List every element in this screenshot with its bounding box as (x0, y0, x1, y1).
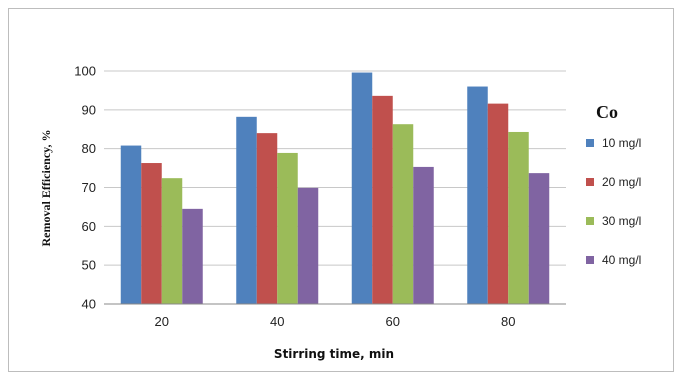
y-tick-label: 60 (82, 219, 96, 234)
bar-10-mg-l-40 (236, 116, 257, 304)
y-tick-label: 70 (82, 180, 96, 195)
bar-30-mg-l-40 (277, 152, 298, 304)
bar-20-mg-l-60 (372, 95, 393, 304)
chart-frame (8, 8, 674, 372)
legend: 10 mg/l 20 mg/l 30 mg/l 40 mg/l (586, 136, 641, 267)
y-tick-label: 80 (82, 141, 96, 156)
x-axis-title: Stirring time, min (274, 347, 394, 361)
bar-30-mg-l-80 (508, 131, 529, 304)
bar-40-mg-l-60 (413, 166, 434, 304)
bar-20-mg-l-20 (141, 163, 162, 304)
legend-label: 20 mg/l (602, 175, 641, 189)
y-tick-label: 90 (82, 102, 96, 117)
y-tick-label: 100 (74, 64, 96, 79)
legend-swatch (586, 178, 594, 186)
x-tick-label: 40 (270, 314, 284, 329)
legend-label: 30 mg/l (602, 214, 641, 228)
bar-20-mg-l-40 (256, 133, 278, 304)
legend-label: 40 mg/l (602, 253, 641, 267)
legend-title: Co (596, 102, 618, 122)
legend-swatch (586, 256, 594, 264)
x-tick-label: 20 (155, 314, 169, 329)
y-axis-title: Removal Efficiency, % (39, 130, 53, 247)
x-tick-label: 80 (501, 314, 515, 329)
y-tick-labels: 40 50 60 70 80 90 100 (74, 64, 96, 312)
x-tick-label: 60 (386, 314, 400, 329)
bar-40-mg-l-40 (297, 187, 319, 304)
bar-10-mg-l-80 (467, 86, 488, 305)
legend-swatch (586, 217, 594, 225)
bar-40-mg-l-80 (528, 173, 550, 304)
y-tick-label: 40 (82, 297, 96, 312)
y-tick-label: 50 (82, 258, 96, 273)
bar-30-mg-l-60 (392, 124, 414, 305)
bar-10-mg-l-20 (120, 145, 142, 304)
bar-10-mg-l-60 (351, 72, 373, 304)
x-tick-labels: 20 40 60 80 (155, 314, 516, 329)
bar-40-mg-l-20 (182, 208, 203, 304)
bar-30-mg-l-20 (161, 178, 183, 304)
legend-label: 10 mg/l (602, 136, 641, 150)
legend-swatch (586, 139, 594, 147)
bar-20-mg-l-80 (487, 103, 509, 305)
bars (120, 72, 550, 305)
